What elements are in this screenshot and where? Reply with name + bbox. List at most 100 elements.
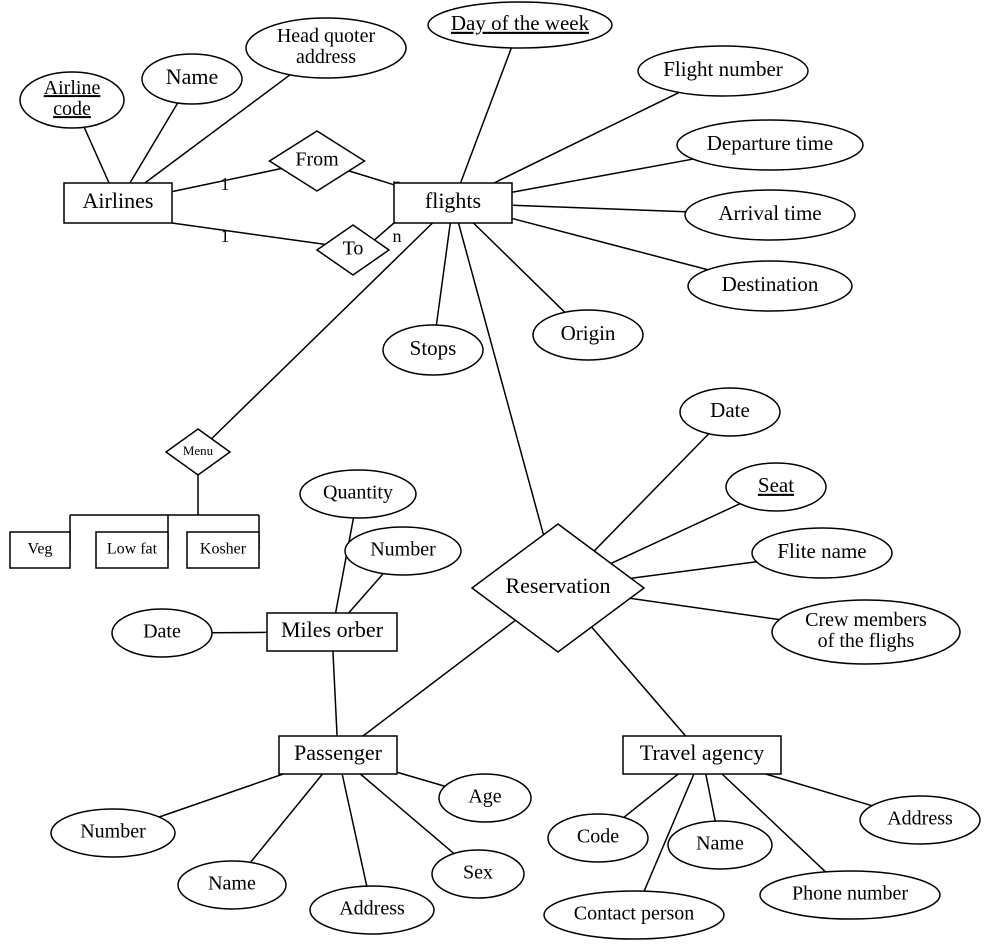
edge xyxy=(374,223,394,240)
edge xyxy=(630,598,779,619)
node-p_number: Number xyxy=(51,809,175,857)
label-from: From xyxy=(295,149,339,171)
node-p_address: Address xyxy=(310,886,434,934)
node-a_name: Name xyxy=(142,54,242,104)
label-flights: flights xyxy=(425,188,481,213)
node-ta_name: Name xyxy=(668,821,772,869)
edge xyxy=(594,434,709,551)
edge xyxy=(342,774,367,886)
label-airline_code: Airline xyxy=(44,77,101,99)
node-destination: Destination xyxy=(688,261,852,311)
label-airlines: Airlines xyxy=(83,188,154,213)
label-miles_orber: Miles orber xyxy=(281,617,384,642)
edge xyxy=(592,627,686,736)
edge xyxy=(512,159,693,192)
node-arrival_time: Arrival time xyxy=(685,190,855,240)
node-res_date: Date xyxy=(680,388,780,436)
label-kosher: Kosher xyxy=(200,541,247,558)
label-mo_date: Date xyxy=(143,621,181,643)
edge xyxy=(130,103,178,183)
label-departure_time: Departure time xyxy=(707,131,834,155)
node-menu: Menu xyxy=(166,429,230,475)
label-p_age: Age xyxy=(468,786,501,808)
node-from: From xyxy=(270,131,365,191)
node-ta_contact: Contact person xyxy=(544,891,724,939)
node-departure_time: Departure time xyxy=(677,120,863,170)
label-res_date: Date xyxy=(710,398,750,422)
label-menu: Menu xyxy=(183,443,214,458)
node-hq_addr: Head quoteraddress xyxy=(246,18,406,78)
edge xyxy=(461,48,512,183)
node-passenger: Passenger xyxy=(279,736,397,774)
label-to: To xyxy=(343,238,364,260)
label-mo_quantity: Quantity xyxy=(323,482,393,504)
er-diagram-canvas: 1n1nAirlinesflightsMiles orberPassengerT… xyxy=(0,0,997,944)
label-flite_name: Flite name xyxy=(777,539,866,563)
node-origin: Origin xyxy=(533,310,643,360)
label-travel_agency: Travel agency xyxy=(640,740,764,765)
edge xyxy=(494,92,679,183)
node-airlines: Airlines xyxy=(64,183,172,223)
edge xyxy=(333,651,337,736)
label-stops: Stops xyxy=(410,336,457,360)
edge xyxy=(349,171,394,185)
node-mo_quantity: Quantity xyxy=(300,470,416,518)
label-arrival_time: Arrival time xyxy=(718,201,821,225)
node-flite_name: Flite name xyxy=(752,528,892,578)
node-stops: Stops xyxy=(383,325,483,375)
cardinality-label: 1 xyxy=(221,174,230,194)
node-veg: Veg xyxy=(10,532,70,568)
node-airline_code: Airlinecode xyxy=(20,72,124,128)
label-airline_code: code xyxy=(53,98,91,120)
node-miles_orber: Miles orber xyxy=(267,613,397,651)
edge xyxy=(706,774,715,821)
edge xyxy=(766,774,872,806)
label-ta_address: Address xyxy=(887,808,953,830)
label-a_name: Name xyxy=(166,64,219,89)
edge xyxy=(336,518,354,613)
node-mo_date: Date xyxy=(112,609,212,657)
edge xyxy=(624,774,678,817)
node-ta_code: Code xyxy=(548,814,648,862)
label-p_name: Name xyxy=(208,873,256,895)
label-passenger: Passenger xyxy=(294,740,383,765)
edge xyxy=(172,223,325,244)
label-ta_name: Name xyxy=(696,833,744,855)
node-kosher: Kosher xyxy=(187,532,259,568)
label-flight_number: Flight number xyxy=(663,57,783,81)
label-p_address: Address xyxy=(339,898,405,920)
edge xyxy=(611,504,740,564)
edge xyxy=(360,774,454,854)
label-seat: Seat xyxy=(758,473,794,497)
label-ta_contact: Contact person xyxy=(574,903,695,925)
node-lowfat: Low fat xyxy=(96,532,168,568)
label-reservation: Reservation xyxy=(505,573,610,598)
edge xyxy=(436,223,450,325)
edge xyxy=(159,774,283,817)
edge xyxy=(512,218,708,269)
label-hq_addr: address xyxy=(296,46,356,68)
edge xyxy=(250,774,322,862)
label-ta_phone: Phone number xyxy=(792,883,908,905)
node-flights: flights xyxy=(394,183,512,223)
cardinality-label: 1 xyxy=(221,226,230,246)
node-ta_address: Address xyxy=(860,796,980,844)
label-veg: Veg xyxy=(28,541,53,558)
label-destination: Destination xyxy=(722,272,819,296)
edge xyxy=(631,562,756,579)
label-p_sex: Sex xyxy=(463,862,493,884)
node-to: To xyxy=(317,225,389,275)
label-crew_members: of the flighs xyxy=(818,630,915,652)
edge xyxy=(458,223,543,535)
edge xyxy=(512,205,686,212)
node-p_age: Age xyxy=(439,774,531,822)
node-ta_phone: Phone number xyxy=(760,871,940,919)
node-seat: Seat xyxy=(726,463,826,511)
label-day_of_week: Day of the week xyxy=(451,11,590,35)
node-flight_number: Flight number xyxy=(638,46,808,96)
label-lowfat: Low fat xyxy=(107,541,158,558)
label-hq_addr: Head quoter xyxy=(277,25,376,47)
nodes-layer: Airlines flights Miles orber Passenger Trave… xyxy=(10,2,980,939)
label-crew_members: Crew members xyxy=(805,609,927,631)
edge xyxy=(397,772,445,786)
